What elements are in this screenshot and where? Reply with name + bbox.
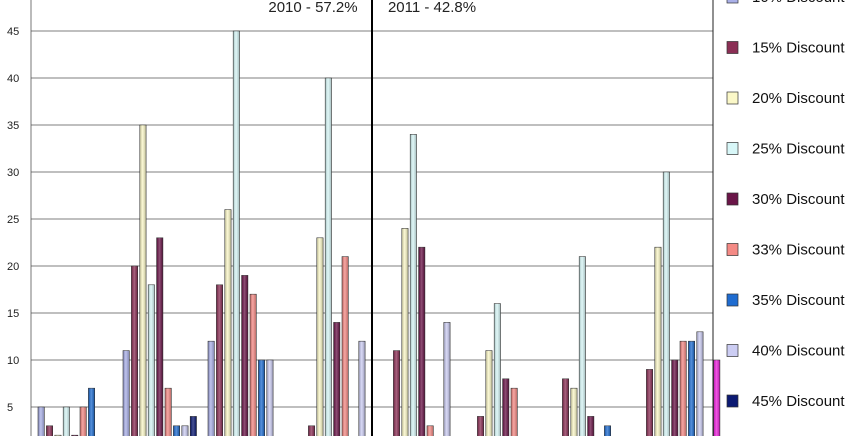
bar-shade [325, 78, 332, 436]
bars [37, 30, 721, 436]
legend-label: 15% Discount [752, 40, 845, 57]
bar-shade [131, 266, 138, 436]
legend-label: 25% Discount [752, 141, 845, 158]
legend-swatch [726, 91, 739, 105]
y-axis-ticks: 5 10 15 20 25 30 35 40 45 [7, 26, 19, 414]
bar-shade [418, 247, 425, 436]
bar-shade [562, 378, 569, 436]
bar-shade [216, 284, 223, 436]
bar-shade [511, 388, 518, 436]
legend-label: 10% Discount [752, 0, 845, 6]
bar-shade [241, 275, 248, 436]
bar-shade [181, 425, 189, 436]
bar-shade [165, 388, 172, 436]
y-tick-label: 25 [7, 214, 19, 226]
legend-swatch [726, 344, 739, 357]
bar-shade [139, 125, 147, 436]
bar-shade [233, 31, 240, 436]
legend-label: 20% Discount [752, 90, 845, 107]
bar-shade [316, 237, 324, 436]
bar-shade [266, 360, 274, 436]
y-tick-label: 10 [7, 355, 19, 367]
legend-label: 33% Discount [752, 242, 845, 259]
y-tick-label: 5 [7, 402, 13, 414]
y-tick-label: 45 [7, 26, 19, 38]
bar-shade [46, 425, 53, 436]
bar-shade [38, 407, 45, 436]
bar-shade [358, 341, 366, 436]
bar-shade [258, 360, 265, 436]
bar-shade [680, 341, 687, 436]
bar-shade [393, 350, 400, 436]
y-tick-label: 35 [7, 120, 19, 132]
bar-shade [224, 209, 232, 436]
legend-swatch [726, 0, 739, 4]
bar-shade [502, 378, 509, 436]
bar-shade [333, 322, 340, 436]
bar-shade [579, 256, 586, 436]
legend-label: 35% Discount [752, 292, 845, 309]
legend-label: 40% Discount [752, 343, 845, 360]
bar-shade [443, 322, 451, 436]
bar-shade [485, 350, 493, 436]
legend-swatch [726, 394, 739, 408]
y-tick-label: 30 [7, 167, 19, 179]
bar-shade [173, 425, 180, 436]
bar-shade [250, 294, 257, 436]
legend-swatch [726, 243, 739, 256]
legend-swatch [726, 41, 739, 54]
bar-shade [570, 388, 578, 436]
bar-shade [80, 407, 87, 436]
bar-shade [401, 228, 409, 436]
legend-swatch [726, 293, 739, 307]
legend-label: 30% Discount [752, 191, 845, 208]
bar-shade [696, 331, 704, 436]
bar-shade [156, 237, 163, 436]
bar-shade [123, 350, 130, 436]
bar-shade [148, 284, 155, 436]
legend: 10% Discount 15% Discount 20% Discount 25% … [726, 0, 845, 410]
y-tick-label: 15 [7, 308, 19, 320]
bar-shade [477, 416, 484, 436]
bar-shade [587, 416, 594, 436]
bar-shade [646, 369, 653, 436]
legend-swatch [726, 192, 739, 206]
period-label-2011: 2011 - 42.8% [388, 0, 476, 16]
bar-shade [713, 360, 720, 436]
bar-shade [63, 407, 70, 436]
bar-shade [88, 388, 95, 436]
bar-shade [494, 303, 501, 436]
bar-shade [410, 134, 417, 436]
bar-shade [208, 341, 215, 436]
bar-shade [604, 425, 611, 436]
bar-shade [663, 172, 670, 436]
legend-swatch [726, 142, 739, 155]
bar-shade [688, 341, 695, 436]
y-tick-label: 20 [7, 261, 19, 273]
bar-shade [671, 360, 678, 436]
bar-shade [190, 416, 197, 436]
bar-shade [342, 256, 349, 436]
bar-shade [654, 247, 662, 436]
legend-label: 45% Discount [752, 393, 845, 410]
y-tick-label: 40 [7, 73, 19, 85]
bar-shade [427, 425, 434, 436]
bar-shade [308, 425, 315, 436]
period-label-2010: 2010 - 57.2% [268, 0, 357, 16]
